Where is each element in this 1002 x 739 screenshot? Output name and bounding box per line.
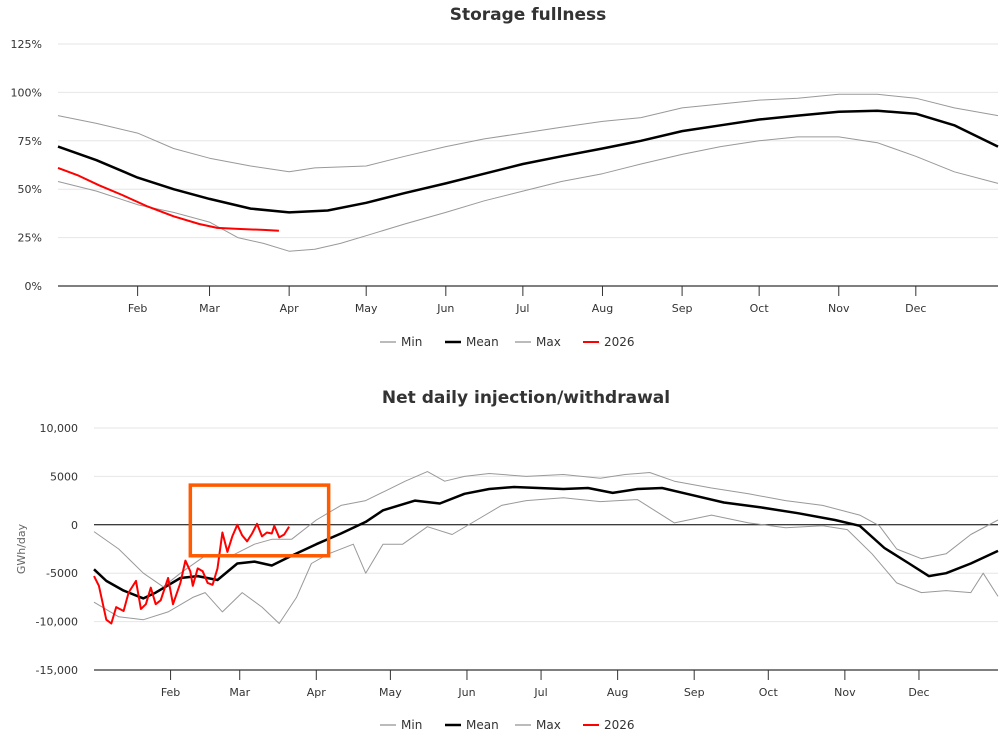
x-tick-label: Sep bbox=[672, 302, 693, 315]
legend-item-min[interactable]: Min bbox=[380, 335, 422, 349]
legend-item-mean[interactable]: Mean bbox=[445, 718, 499, 732]
chart-title: Storage fullness bbox=[450, 5, 607, 25]
x-tick-label: May bbox=[355, 302, 378, 315]
series-line-min bbox=[93, 497, 999, 624]
legend-label: Min bbox=[401, 718, 422, 732]
chart-net-injection: Net daily injection/withdrawal -15,000 -10… bbox=[15, 388, 999, 732]
y-tick-label: 0% bbox=[25, 280, 42, 293]
series-line-max bbox=[57, 93, 999, 173]
x-tick-label: Mar bbox=[199, 302, 220, 315]
highlight-box bbox=[188, 483, 331, 558]
series-line-min bbox=[57, 136, 999, 252]
legend-label: Min bbox=[401, 335, 422, 349]
series-line-2026 bbox=[93, 522, 290, 625]
x-tick-label: Jun bbox=[457, 686, 475, 699]
legend-label: Max bbox=[536, 718, 561, 732]
legend-label: Mean bbox=[466, 335, 499, 349]
y-tick-label: 50% bbox=[18, 183, 42, 196]
y-tick-label: 0 bbox=[71, 519, 78, 532]
x-tick-label: May bbox=[379, 686, 402, 699]
x-tick-label: Apr bbox=[280, 302, 300, 315]
legend-item-2026[interactable]: 2026 bbox=[583, 718, 635, 732]
y-tick-label: 25% bbox=[18, 232, 42, 245]
y-tick-label: -15,000 bbox=[36, 664, 78, 677]
legend-label: 2026 bbox=[604, 718, 635, 732]
x-tick-label: Dec bbox=[905, 302, 926, 315]
x-tick-label: Nov bbox=[834, 686, 856, 699]
y-tick-label: 125% bbox=[11, 38, 42, 51]
x-tick-label: Nov bbox=[828, 302, 850, 315]
x-tick-label: Mar bbox=[229, 686, 250, 699]
x-tick-label: Jul bbox=[515, 302, 529, 315]
x-tick-label: Jul bbox=[533, 686, 547, 699]
y-axis-label: GWh/day bbox=[15, 523, 28, 574]
x-tick-label: Oct bbox=[750, 302, 770, 315]
legend-item-min[interactable]: Min bbox=[380, 718, 422, 732]
legend-label: Mean bbox=[466, 718, 499, 732]
legend-item-max[interactable]: Max bbox=[515, 335, 561, 349]
x-tick-label: Feb bbox=[161, 686, 180, 699]
y-tick-label: 5000 bbox=[50, 470, 78, 483]
legend-item-mean[interactable]: Mean bbox=[445, 335, 499, 349]
x-tick-label: Apr bbox=[307, 686, 327, 699]
x-tick-label: Jun bbox=[436, 302, 454, 315]
x-tick-label: Sep bbox=[684, 686, 705, 699]
y-tick-label: 10,000 bbox=[40, 422, 79, 435]
y-tick-label: 100% bbox=[11, 86, 42, 99]
x-tick-label: Oct bbox=[759, 686, 779, 699]
x-tick-label: Dec bbox=[908, 686, 929, 699]
chart-title: Net daily injection/withdrawal bbox=[382, 388, 670, 408]
series-line-mean bbox=[57, 109, 999, 214]
x-tick-label: Aug bbox=[607, 686, 628, 699]
legend-label: 2026 bbox=[604, 335, 635, 349]
series-line-2026 bbox=[57, 166, 279, 232]
legend-item-2026[interactable]: 2026 bbox=[583, 335, 635, 349]
x-tick-label: Aug bbox=[592, 302, 613, 315]
x-tick-label: Feb bbox=[128, 302, 147, 315]
legend-label: Max bbox=[536, 335, 561, 349]
y-tick-label: -10,000 bbox=[36, 616, 78, 629]
chart-storage-fullness: Storage fullness 0% 25% 50% 75% 100% 125% Feb Ma… bbox=[11, 5, 999, 349]
y-tick-label: 75% bbox=[18, 135, 42, 148]
y-tick-label: -5000 bbox=[46, 567, 78, 580]
legend-item-max[interactable]: Max bbox=[515, 718, 561, 732]
